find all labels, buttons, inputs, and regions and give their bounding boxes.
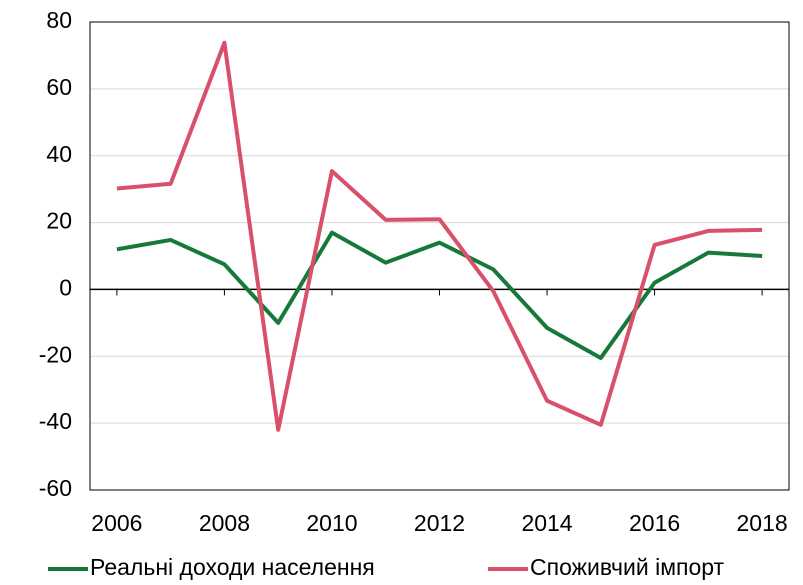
y-tick-label: -40 [39,408,72,434]
x-tick-label: 2018 [737,510,788,536]
y-tick-label: 20 [46,208,72,234]
x-tick-label: 2016 [629,510,680,536]
series-line [116,40,763,432]
x-tick-label: 2008 [199,510,250,536]
series-line [116,230,763,360]
x-tick-label: 2010 [306,510,357,536]
plot-frame [89,21,790,491]
y-tick-label: -60 [39,475,72,501]
y-tick-label: 60 [46,74,72,100]
legend-label: Реальні доходи населення [90,554,375,580]
y-tick-label: 80 [46,7,72,33]
x-tick-label: 2012 [414,510,465,536]
y-tick-label: 0 [59,275,72,301]
legend-label: Споживчий імпорт [530,554,725,580]
x-tick-label: 2014 [521,510,572,536]
x-tick-label: 2006 [91,510,142,536]
y-tick-label: -20 [39,341,72,367]
y-tick-label: 40 [46,141,72,167]
